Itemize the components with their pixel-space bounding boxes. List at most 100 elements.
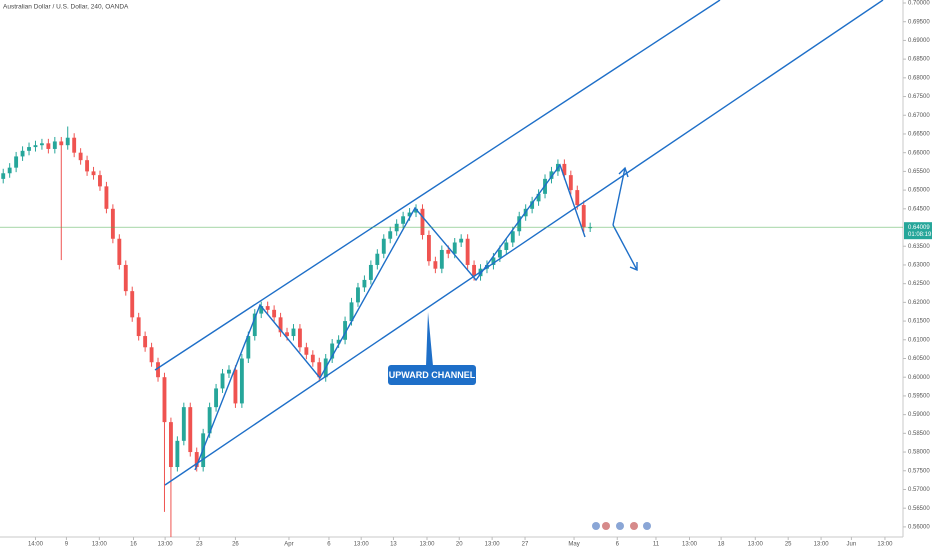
y-tick-label: 0.68500: [908, 57, 930, 63]
x-tick-label: 6: [327, 542, 331, 548]
candle-body: [259, 306, 264, 314]
candle-body: [39, 143, 44, 146]
candle-body: [414, 208, 418, 213]
candle-body: [465, 238, 470, 265]
candle-body: [343, 321, 348, 340]
y-tick-label: 0.56000: [908, 524, 930, 530]
candle-body: [117, 238, 122, 265]
last-price-label: 0.64009: [908, 225, 930, 231]
candle-body: [207, 407, 212, 434]
candle-body: [517, 216, 522, 232]
candle-body: [304, 347, 309, 355]
candle-body: [426, 235, 431, 262]
y-tick-label: 0.66000: [908, 150, 930, 156]
x-tick-label: 11: [653, 542, 660, 548]
candle-body: [156, 362, 160, 378]
candle-body: [472, 264, 477, 277]
candle-body: [530, 201, 535, 209]
arrow-down-head: [629, 262, 638, 272]
candle-body: [65, 137, 70, 146]
candle-body: [91, 171, 96, 176]
y-tick-label: 0.67500: [908, 94, 930, 100]
candle-body: [401, 216, 406, 224]
candle-body: [549, 171, 554, 179]
candle-body: [220, 373, 225, 389]
candle-body: [52, 141, 57, 149]
candle-body: [588, 227, 593, 229]
candle-body: [291, 328, 296, 337]
candle-body: [252, 313, 257, 337]
candle-body: [297, 328, 302, 348]
x-tick-label: 14:00: [28, 542, 44, 548]
y-tick-label: 0.61500: [908, 319, 930, 325]
candle-body: [420, 208, 425, 236]
channel-lower: [164, 0, 884, 486]
candle-body: [7, 167, 12, 174]
candle-body: [149, 347, 154, 363]
candle-body: [459, 238, 464, 243]
candle-body: [562, 163, 567, 176]
candle-body: [407, 212, 412, 217]
y-tick-label: 0.56500: [908, 506, 930, 512]
arrow-down: [612, 224, 638, 271]
candle-body: [491, 257, 496, 265]
y-tick-label: 0.66500: [908, 132, 930, 138]
candle-body: [85, 160, 90, 172]
candle-body: [368, 264, 373, 280]
x-tick-label: 6: [616, 542, 620, 548]
candle-body: [78, 152, 83, 161]
x-tick-label: 9: [65, 542, 69, 548]
y-tick-label: 0.59500: [908, 393, 930, 399]
y-tick-label: 0.58000: [908, 450, 930, 456]
candle-body: [110, 208, 115, 239]
channel-upper: [154, 0, 721, 371]
candle-body: [330, 343, 335, 359]
x-tick-label: 13:00: [158, 542, 174, 548]
countdown-label: 01:08:19: [908, 232, 932, 238]
y-tick-label: 0.67000: [908, 113, 930, 119]
candle-body: [504, 242, 509, 250]
candle-body: [362, 279, 367, 288]
candle-body: [510, 231, 515, 243]
x-tick-label: Apr: [284, 542, 293, 548]
y-tick-label: 0.69500: [908, 19, 930, 25]
candle-body: [33, 145, 38, 148]
zigzag: [194, 163, 586, 471]
x-tick-label: 26: [232, 542, 239, 548]
y-tick-label: 0.62500: [908, 281, 930, 287]
candle-body: [227, 369, 231, 374]
x-tick-label: Jun: [847, 542, 857, 548]
x-tick-label: 13:00: [748, 542, 764, 548]
candle-body: [72, 137, 77, 153]
candle-body: [1, 173, 6, 179]
candle-body: [14, 156, 19, 168]
candle-body: [575, 190, 580, 206]
y-tick-label: 0.61000: [908, 337, 930, 343]
x-tick-label: 13:00: [419, 542, 435, 548]
candle-body: [310, 354, 315, 363]
candle-body: [188, 407, 193, 453]
x-tick-label: 27: [522, 542, 529, 548]
candle-body: [98, 175, 102, 187]
y-tick-label: 0.57500: [908, 468, 930, 474]
last-price-box: [904, 222, 932, 240]
candle-body: [214, 388, 219, 408]
callout-box: [388, 365, 476, 385]
y-tick-label: 0.57000: [908, 487, 930, 493]
x-tick-label: 23: [196, 542, 203, 548]
candle-body: [239, 358, 244, 404]
candle-body: [46, 143, 51, 149]
candle-body: [349, 302, 354, 322]
x-tick-label: May: [568, 542, 579, 548]
y-tick-label: 0.69000: [908, 38, 930, 44]
candle-body: [162, 377, 167, 423]
candles: [1, 126, 593, 537]
candle-body: [59, 141, 64, 146]
candle-body: [317, 362, 322, 378]
y-tick-label: 0.60000: [908, 375, 930, 381]
x-tick-label: 13:00: [92, 542, 108, 548]
x-tick-label: 13:00: [485, 542, 501, 548]
